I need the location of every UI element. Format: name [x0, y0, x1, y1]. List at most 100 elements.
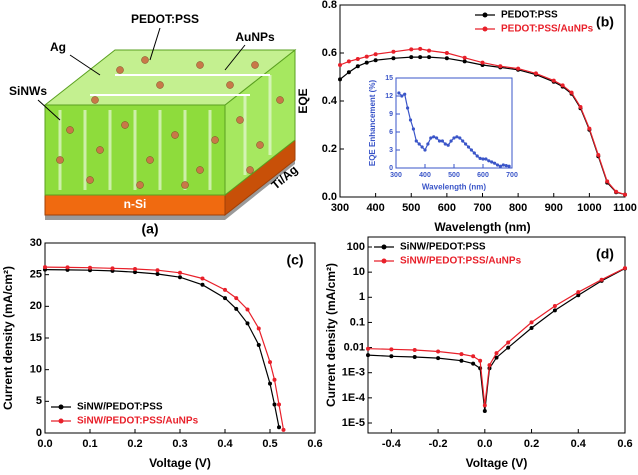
data-point [432, 135, 436, 139]
y-axis-label: EQE Enhancement (%) [368, 80, 377, 167]
y-tick-label: 6 [389, 129, 393, 136]
data-point [427, 48, 432, 53]
y-axis-label: Current density (mA/cm²) [1, 266, 15, 410]
y-tick-label: 12 [385, 93, 393, 100]
data-point [414, 139, 418, 143]
y-tick-label: 1E-5 [342, 417, 365, 429]
label: n-Si [124, 197, 147, 211]
data-point [406, 106, 410, 110]
y-tick-label: 25 [30, 269, 42, 281]
data-point [88, 265, 92, 270]
panel-label: (b) [596, 14, 614, 30]
data-point [373, 58, 378, 63]
data-point [464, 142, 468, 146]
data-point [355, 57, 360, 61]
data-point [560, 83, 565, 88]
legend-marker [482, 12, 488, 18]
data-point [458, 136, 462, 140]
legend-marker [381, 258, 387, 264]
data-point [494, 355, 499, 360]
data-point [469, 148, 473, 152]
plot-frame [367, 236, 626, 434]
data-point [256, 326, 261, 331]
y-tick-label: 0.01 [344, 341, 365, 353]
data-point [481, 157, 485, 161]
data-point [245, 321, 250, 326]
data-point [391, 56, 396, 61]
data-point [423, 148, 427, 152]
x-tick-label: 1000 [577, 202, 601, 214]
data-point [623, 266, 627, 271]
data-point [459, 352, 464, 357]
x-axis-label: Wavelength (nm) [434, 220, 530, 234]
x-tick-label: 700 [473, 202, 491, 214]
x-tick-label: 0.3 [172, 438, 187, 450]
data-point [466, 145, 471, 149]
panel-label: (d) [596, 246, 614, 262]
data-point [533, 71, 538, 76]
data-point [403, 92, 407, 96]
data-point [391, 49, 396, 54]
label: AuNPs [235, 30, 275, 44]
label: Ag [50, 40, 66, 54]
data-point [155, 272, 160, 277]
x-tick-label: 500 [402, 202, 420, 214]
x-tick-label: 1100 [613, 202, 637, 214]
data-point [234, 306, 239, 311]
x-tick-label: 800 [509, 202, 527, 214]
chart: 0.0 0.1 0.2 0.3 0.4 0.5 0.6 0 5 10 15 20 25 30 Voltage… [1, 237, 323, 470]
y-tick-label: 9 [389, 111, 393, 118]
data-point [234, 296, 239, 301]
legend-label: SiNW/PEDOT:PSS [400, 242, 486, 253]
data-point [484, 157, 488, 161]
data-point [444, 56, 449, 61]
x-tick-label: 700 [506, 172, 518, 179]
label: SiNWs [9, 84, 47, 98]
data-point [490, 160, 494, 164]
legend-label: SiNW/PEDOT:PSS/AuNPs [77, 416, 199, 427]
x-tick-label: 400 [366, 202, 384, 214]
data-point [133, 270, 137, 275]
data-point [245, 307, 250, 312]
data-point [506, 345, 511, 350]
data-point [397, 91, 401, 95]
y-tick-label: 0 [36, 427, 42, 439]
label: PEDOT:PSS [131, 12, 199, 26]
data-point [587, 126, 592, 131]
data-point [576, 290, 581, 295]
chart: 300 400 500 600 700 800 900 1000 1100 0.0 0.2 0.4 0.… [296, 0, 637, 234]
x-axis-label: Voltage (V) [149, 456, 211, 470]
data-point [436, 349, 441, 354]
x-tick-label: 600 [438, 202, 456, 214]
data-point [452, 136, 456, 140]
x-tick-label: -0.4 [382, 438, 402, 450]
ag-grid [90, 74, 270, 96]
legend-label: SiNW/PEDOT:PSS/AuNPs [400, 256, 522, 267]
legend-label: SiNW/PEDOT:PSS [77, 402, 163, 413]
data-point [596, 153, 601, 157]
y-tick-label: 30 [30, 237, 42, 249]
data-point [498, 64, 503, 69]
data-point [418, 46, 423, 51]
data-point [355, 64, 360, 69]
legend-label: PEDOT:PSS/AuNPs [501, 24, 594, 35]
data-point [268, 381, 272, 386]
y-tick-label: 20 [30, 300, 42, 312]
legend-label: PEDOT:PSS [501, 10, 558, 21]
data-point [412, 355, 417, 360]
y-tick-label: 15 [385, 75, 393, 82]
data-point [495, 163, 500, 167]
x-tick-label: 300 [331, 202, 349, 214]
chart: 300 400 500 600 700 0 3 6 9 12 15 Wavelength (nm) EQ… [368, 75, 518, 192]
data-point [426, 142, 430, 146]
y-tick-label: 0.4 [322, 95, 338, 107]
legend-marker [58, 418, 64, 424]
x-tick-label: 0.2 [127, 438, 142, 450]
x-tick-label: 900 [545, 202, 563, 214]
data-point [411, 127, 415, 131]
y-axis-label: EQE [296, 88, 310, 113]
data-point [480, 60, 485, 65]
series-line [367, 267, 626, 406]
data-point [272, 402, 277, 407]
data-point [155, 268, 160, 273]
